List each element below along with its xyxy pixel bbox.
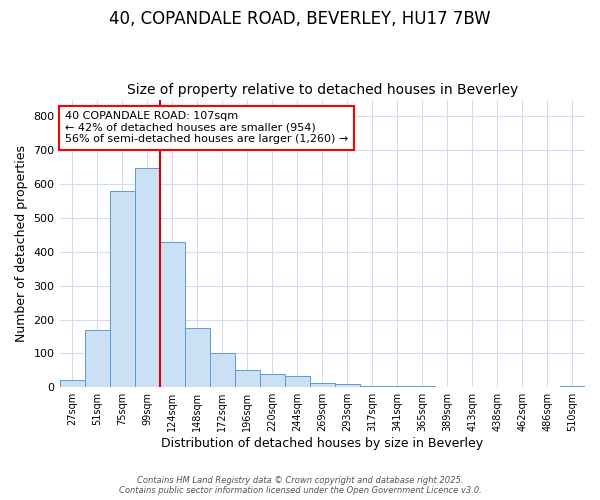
Y-axis label: Number of detached properties: Number of detached properties (15, 145, 28, 342)
Bar (335, 384, 360, 387)
Bar (410, 386, 435, 387)
Bar (110, 191, 134, 387)
Bar (285, 376, 310, 387)
Bar (160, 242, 185, 387)
Bar (460, 386, 485, 387)
Bar (85, 330, 110, 387)
Bar (260, 374, 285, 387)
Bar (385, 386, 410, 387)
X-axis label: Distribution of detached houses by size in Beverley: Distribution of detached houses by size … (161, 437, 484, 450)
Bar (209, 352, 235, 387)
Bar (59, 380, 85, 387)
Bar (560, 386, 585, 387)
Text: 40, COPANDALE ROAD, BEVERLEY, HU17 7BW: 40, COPANDALE ROAD, BEVERLEY, HU17 7BW (109, 10, 491, 28)
Bar (185, 328, 209, 387)
Bar (310, 383, 335, 387)
Text: Contains HM Land Registry data © Crown copyright and database right 2025.
Contai: Contains HM Land Registry data © Crown c… (119, 476, 481, 495)
Bar (435, 386, 460, 387)
Title: Size of property relative to detached houses in Beverley: Size of property relative to detached ho… (127, 83, 518, 97)
Bar (235, 370, 260, 387)
Bar (360, 386, 385, 387)
Bar (134, 168, 160, 387)
Text: 40 COPANDALE ROAD: 107sqm
← 42% of detached houses are smaller (954)
56% of semi: 40 COPANDALE ROAD: 107sqm ← 42% of detac… (65, 111, 348, 144)
